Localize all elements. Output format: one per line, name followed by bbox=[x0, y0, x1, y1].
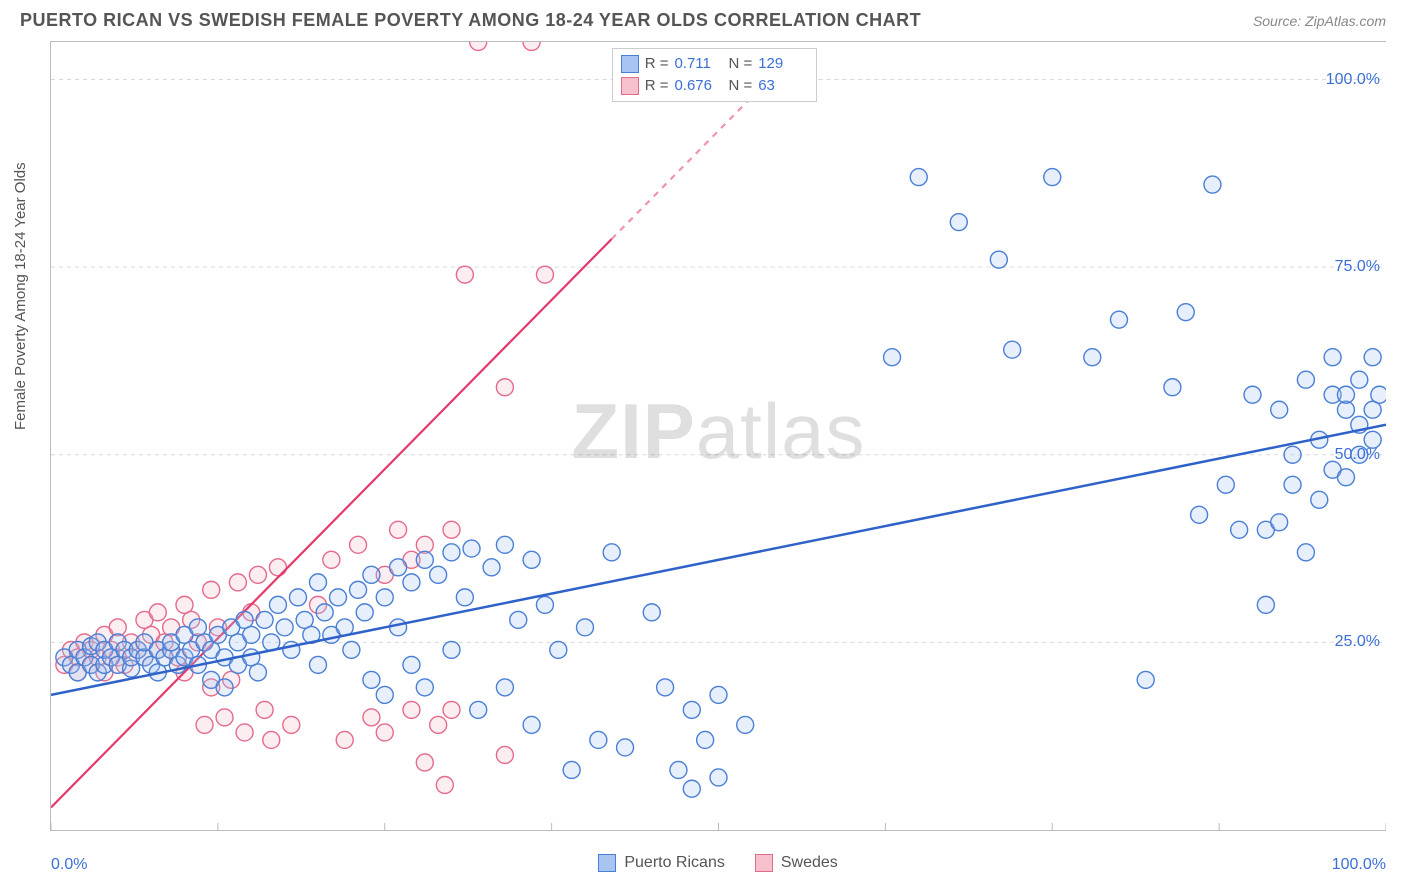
y-tick-label: 50.0% bbox=[1335, 446, 1380, 464]
y-tick-label: 25.0% bbox=[1335, 633, 1380, 651]
plot-svg bbox=[51, 42, 1386, 830]
legend-row-swedes: R = 0.676 N = 63 bbox=[621, 75, 807, 97]
r-label: R = bbox=[645, 75, 669, 97]
y-tick-label: 75.0% bbox=[1335, 258, 1380, 276]
y-tick-label: 100.0% bbox=[1326, 71, 1380, 89]
chart-title: PUERTO RICAN VS SWEDISH FEMALE POVERTY A… bbox=[20, 10, 921, 31]
chart-area: ZIPatlas R = 0.711 N = 129 R = 0.676 N =… bbox=[50, 41, 1386, 831]
x-tick-label: 0.0% bbox=[51, 856, 87, 874]
swatch-swedes-icon bbox=[621, 77, 639, 95]
swatch-puerto-ricans-icon bbox=[598, 854, 616, 872]
swatch-puerto-ricans-icon bbox=[621, 55, 639, 73]
legend-item-swedes: Swedes bbox=[755, 854, 838, 872]
legend-label: Puerto Ricans bbox=[624, 854, 725, 872]
n-label: N = bbox=[728, 53, 752, 75]
r-value: 0.676 bbox=[674, 75, 722, 97]
y-axis-label: Female Poverty Among 18-24 Year Olds bbox=[12, 162, 29, 430]
n-value: 129 bbox=[758, 53, 806, 75]
chart-source: Source: ZipAtlas.com bbox=[1253, 13, 1386, 29]
legend-label: Swedes bbox=[781, 854, 838, 872]
r-value: 0.711 bbox=[674, 53, 722, 75]
legend-row-puerto-ricans: R = 0.711 N = 129 bbox=[621, 53, 807, 75]
swatch-swedes-icon bbox=[755, 854, 773, 872]
legend-item-puerto-ricans: Puerto Ricans bbox=[598, 854, 725, 872]
n-label: N = bbox=[728, 75, 752, 97]
r-label: R = bbox=[645, 53, 669, 75]
legend-correlation-box: R = 0.711 N = 129 R = 0.676 N = 63 bbox=[612, 48, 818, 102]
legend-series: Puerto Ricans Swedes bbox=[598, 854, 837, 872]
x-tick-label: 100.0% bbox=[1332, 856, 1386, 874]
n-value: 63 bbox=[758, 75, 806, 97]
